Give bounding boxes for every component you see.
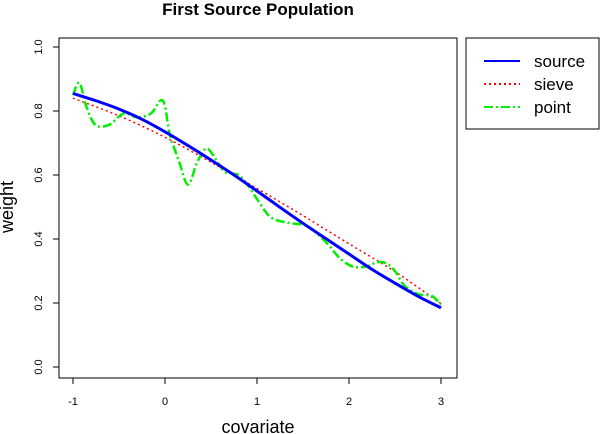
series-layer <box>71 81 442 310</box>
legend: source sieve point <box>465 37 600 130</box>
y-axis: 0.0 0.2 0.4 0.6 0.8 1.0 <box>33 39 60 375</box>
legend-label-sieve: sieve <box>534 75 574 94</box>
series-source-line <box>72 91 442 310</box>
x-tick-label: 2 <box>346 396 352 408</box>
legend-label-point: point <box>534 98 571 117</box>
y-tick-label: 1.0 <box>33 39 45 54</box>
plot-frame <box>58 37 458 379</box>
y-tick-label: 0.2 <box>33 295 45 310</box>
y-tick-label: 0.8 <box>33 103 45 118</box>
chart-title: First Source Population <box>162 0 354 19</box>
series-point-line <box>71 81 442 306</box>
legend-label-source: source <box>534 52 585 71</box>
x-tick-label: 1 <box>254 396 260 408</box>
y-axis-label: weight <box>0 181 17 234</box>
y-tick-label: 0.0 <box>33 359 45 374</box>
legend-box <box>465 37 600 130</box>
y-tick-label: 0.6 <box>33 167 45 182</box>
x-axis-label: covariate <box>221 417 294 434</box>
x-tick-label: 3 <box>438 396 444 408</box>
x-axis: -1 0 1 2 3 <box>68 377 444 408</box>
x-tick-label: -1 <box>68 396 78 408</box>
y-tick-label: 0.4 <box>33 231 45 246</box>
x-tick-label: 0 <box>162 396 168 408</box>
